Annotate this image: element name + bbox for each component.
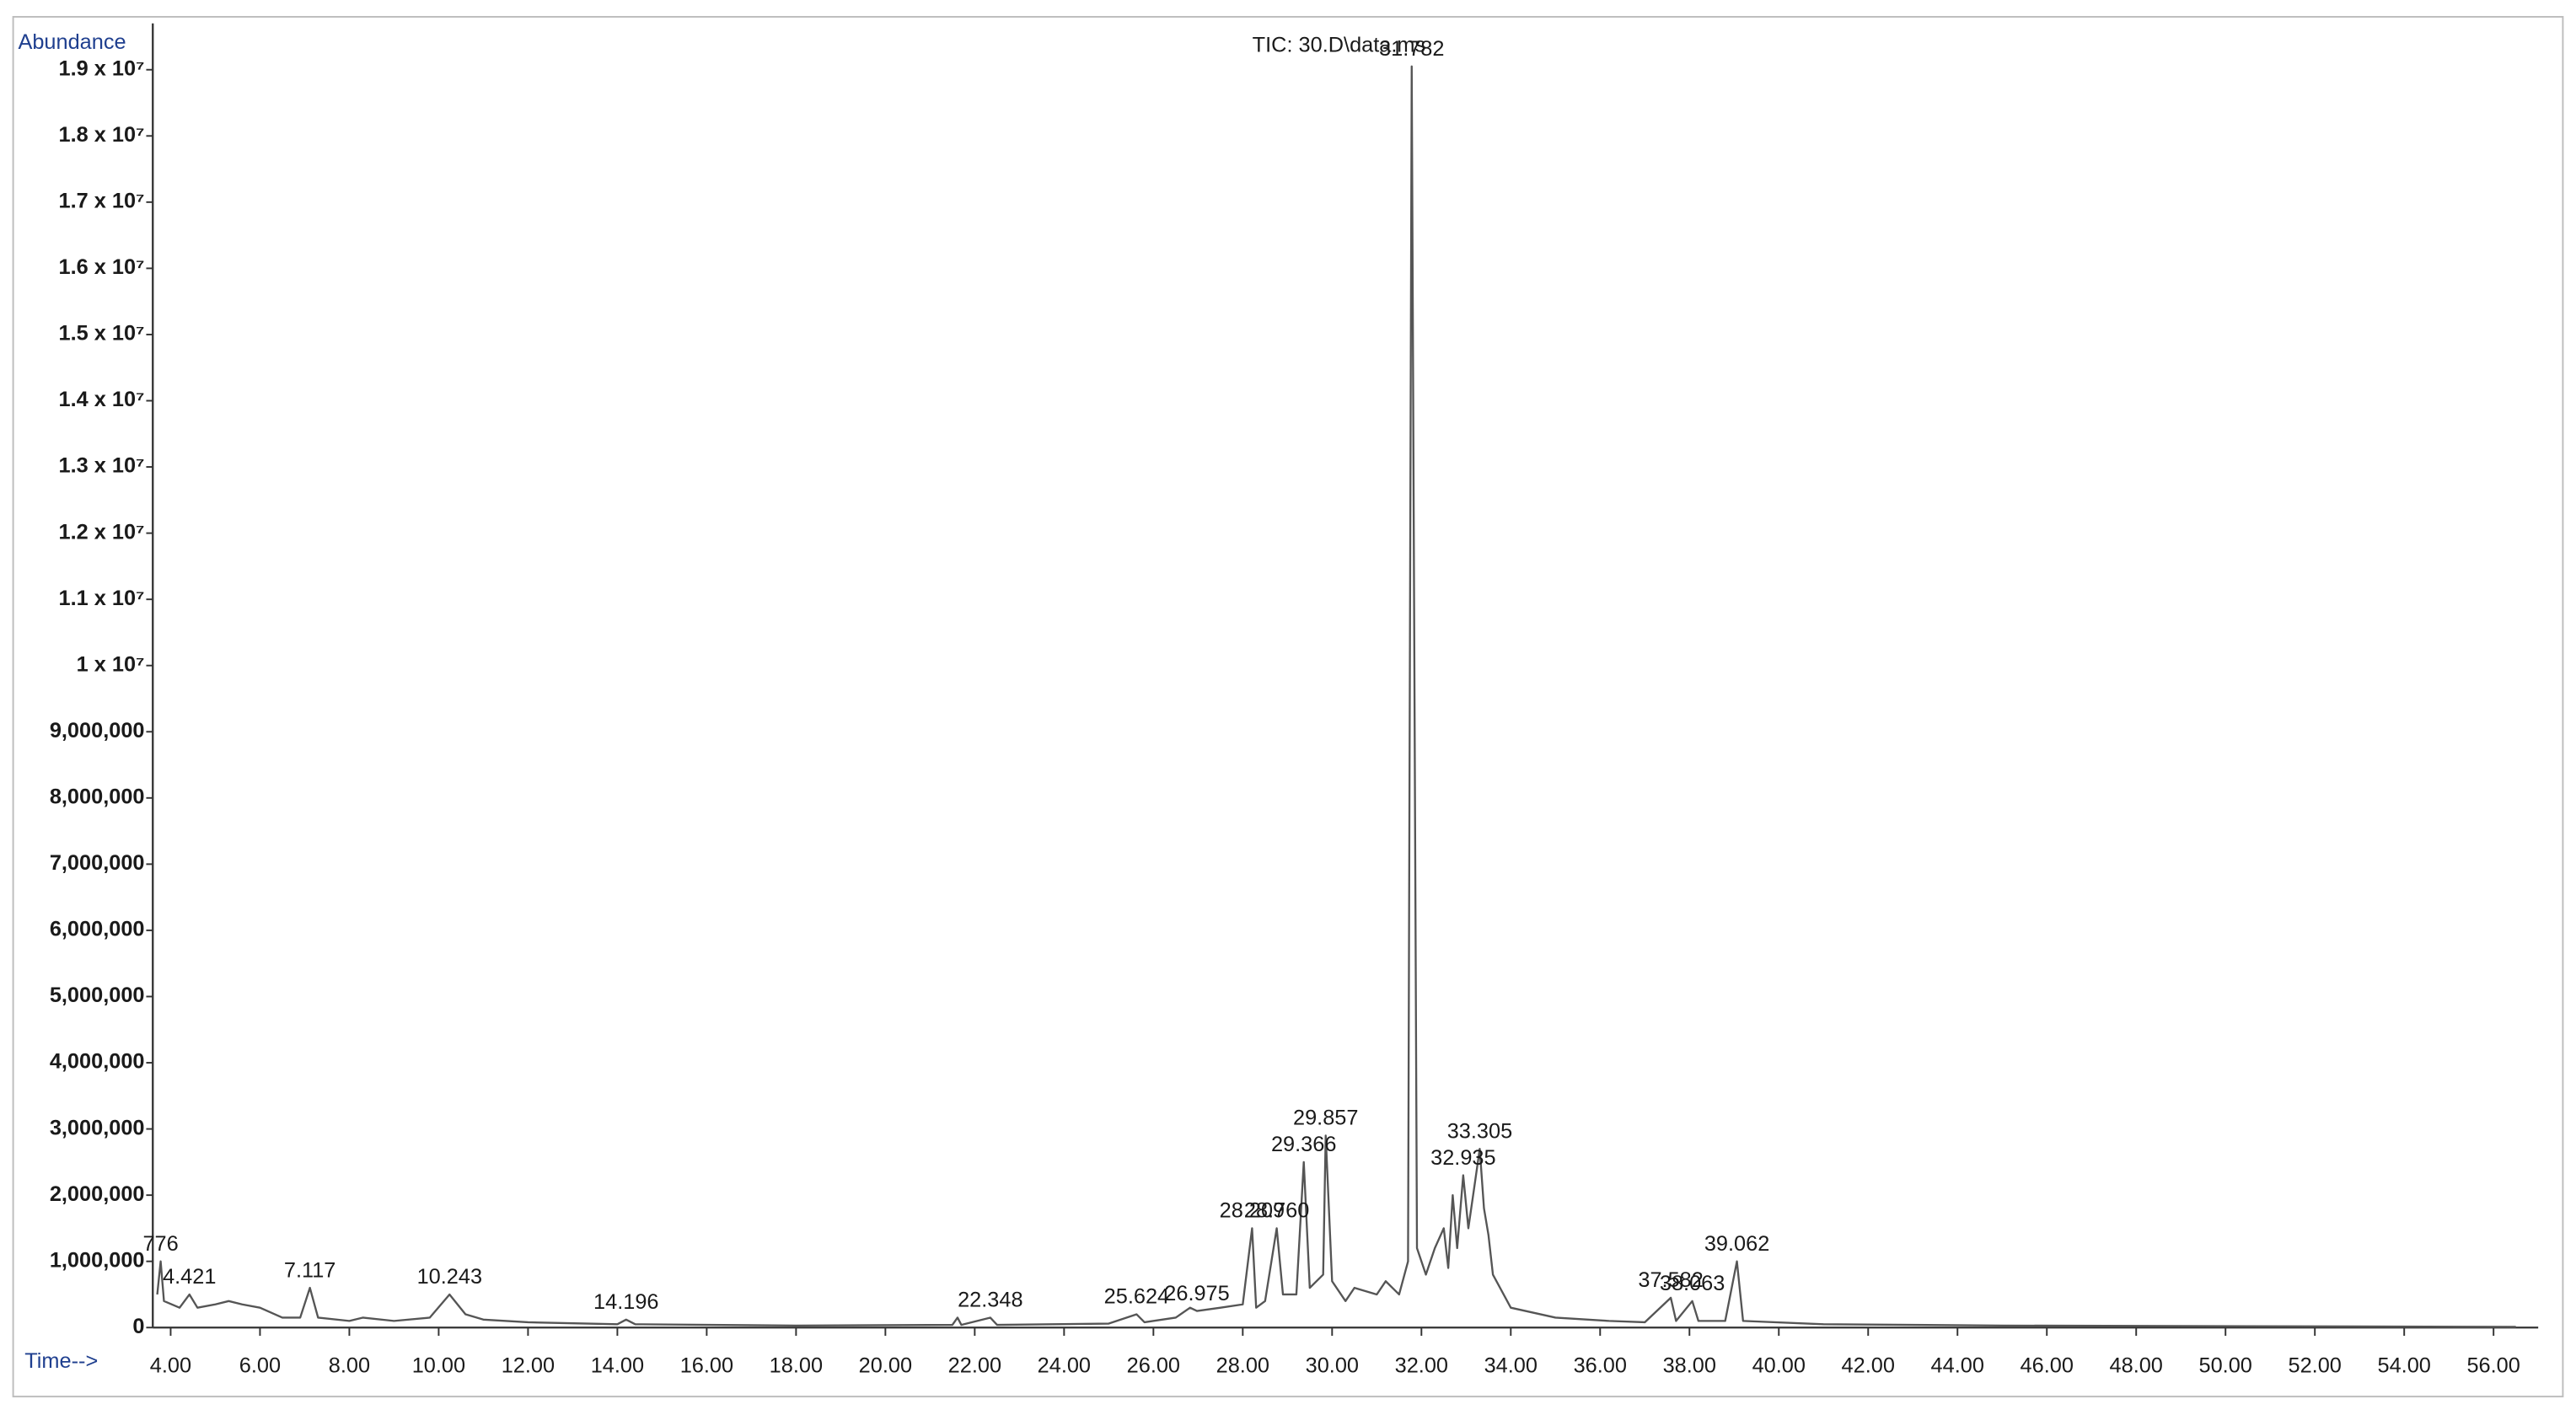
y-axis-label: Abundance [18,30,126,54]
chart-title: TIC: 30.D\data.ms [1253,34,1426,57]
y-tick-label: 3,000,000 [50,1116,145,1139]
x-tick-label: 6.00 [239,1354,281,1378]
peak-label: 29.857 [1293,1107,1358,1130]
x-tick-label: 22.00 [948,1354,1001,1378]
x-tick-label: 44.00 [1931,1354,1984,1378]
y-tick-label: 0 [132,1315,144,1338]
y-tick-label: 5,000,000 [50,984,145,1007]
x-tick-label: 18.00 [770,1354,823,1378]
x-tick-label: 54.00 [2377,1354,2430,1378]
peak-label: 4.421 [163,1265,216,1289]
peak-label: 28.760 [1244,1199,1309,1223]
x-tick-label: 52.00 [2289,1354,2342,1378]
peak-label: 7.117 [284,1258,336,1282]
x-tick-label: 16.00 [680,1354,733,1378]
peak-label: 28.209 [1220,1199,1285,1223]
y-tick-label: 1.3 x 10⁷ [59,454,145,478]
tic-trace [156,65,2516,1328]
x-tick-label: 42.00 [1842,1354,1895,1378]
x-tick-label: 10.00 [412,1354,465,1378]
y-tick-label: 1.8 x 10⁷ [59,123,145,147]
peak-label: 25.624 [1104,1285,1169,1309]
x-axis-label: Time--> [24,1349,98,1373]
x-tick-label: 40.00 [1752,1354,1806,1378]
y-tick-label: 7,000,000 [50,851,145,875]
peak-label: 29.366 [1271,1133,1336,1156]
x-tick-label: 20.00 [859,1354,912,1378]
peak-label: 14.196 [593,1290,658,1314]
x-tick-label: 38.00 [1663,1354,1716,1378]
x-tick-label: 46.00 [2021,1354,2074,1378]
x-tick-label: 36.00 [1574,1354,1627,1378]
y-tick-label: 1.9 x 10⁷ [59,56,145,80]
x-tick-label: 26.00 [1127,1354,1180,1378]
y-tick-label: 1 x 10⁷ [77,652,145,676]
x-tick-label: 50.00 [2199,1354,2252,1378]
peak-label: 776 [142,1232,178,1256]
y-tick-label: 1.1 x 10⁷ [59,587,145,610]
x-tick-label: 14.00 [591,1354,644,1378]
peak-label: 31.782 [1379,37,1444,61]
x-tick-label: 30.00 [1306,1354,1359,1378]
peak-label: 22.348 [958,1289,1022,1312]
x-tick-label: 24.00 [1038,1354,1091,1378]
y-tick-label: 1,000,000 [50,1248,145,1272]
y-tick-label: 2,000,000 [50,1182,145,1206]
y-tick-label: 1.5 x 10⁷ [59,322,145,346]
peak-label: 33.305 [1447,1119,1512,1143]
peak-label: 26.975 [1164,1282,1229,1305]
y-tick-label: 1.2 x 10⁷ [59,520,145,544]
x-tick-label: 8.00 [329,1354,370,1378]
peak-label: 32.935 [1430,1146,1495,1170]
x-tick-label: 12.00 [502,1354,555,1378]
y-tick-label: 6,000,000 [50,918,145,941]
x-tick-label: 34.00 [1484,1354,1538,1378]
peak-label: 37.582 [1638,1268,1703,1292]
y-tick-label: 1.4 x 10⁷ [59,388,145,411]
x-tick-label: 56.00 [2466,1354,2520,1378]
x-tick-label: 28.00 [1216,1354,1269,1378]
y-tick-label: 8,000,000 [50,785,145,809]
peak-label: 38.063 [1660,1272,1725,1295]
x-tick-label: 48.00 [2110,1354,2163,1378]
y-tick-label: 4,000,000 [50,1050,145,1074]
x-tick-label: 4.00 [150,1354,191,1378]
y-tick-label: 1.7 x 10⁷ [59,190,145,213]
peak-label: 39.062 [1704,1232,1769,1256]
peak-label: 10.243 [417,1265,482,1289]
y-tick-label: 1.6 x 10⁷ [59,255,145,279]
x-tick-label: 32.00 [1395,1354,1448,1378]
page-frame [12,15,2564,1398]
y-tick-label: 9,000,000 [50,719,145,742]
